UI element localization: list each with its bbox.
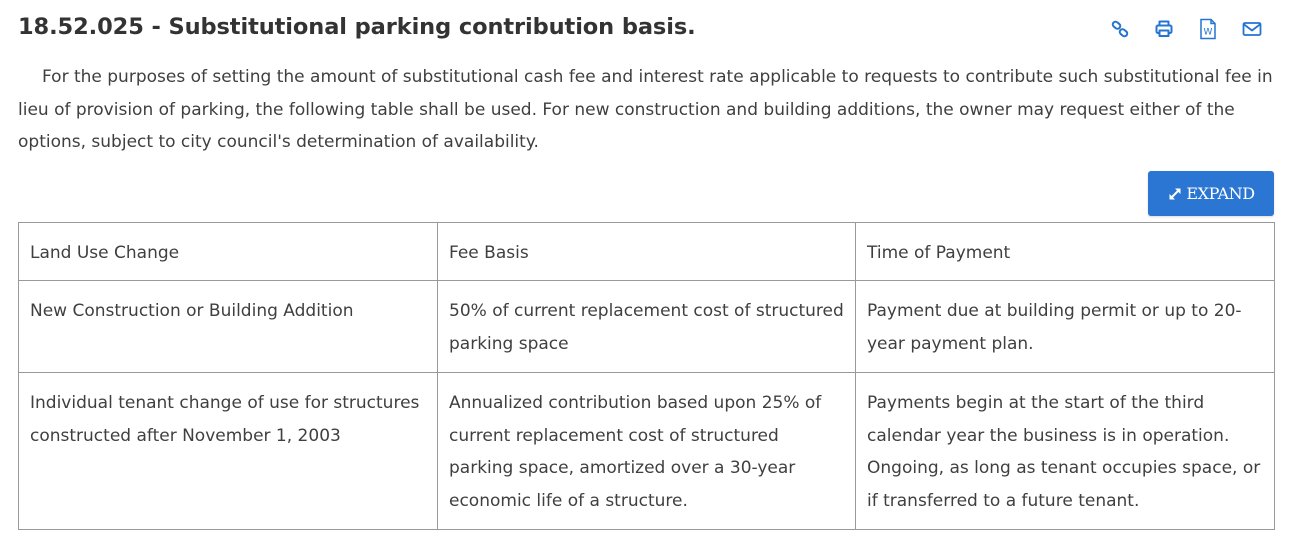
table-cell-land-use-change: New Construction or Building Addition bbox=[18, 280, 438, 373]
section-title: 18.52.025 - Substitutional parking contr… bbox=[18, 14, 696, 40]
expand-button[interactable]: EXPAND bbox=[1148, 171, 1274, 216]
expand-arrows-icon bbox=[1167, 186, 1183, 202]
section-header: 18.52.025 - Substitutional parking contr… bbox=[18, 0, 1274, 60]
word-download-icon[interactable]: W bbox=[1186, 18, 1230, 40]
table-cell-time-of-payment: Payments begin at the start of the third… bbox=[855, 372, 1275, 530]
section-intro-paragraph: For the purposes of setting the amount o… bbox=[18, 67, 1273, 152]
print-icon[interactable] bbox=[1142, 18, 1186, 40]
table-row: New Construction or Building Addition 50… bbox=[18, 280, 1275, 373]
table-cell-fee-basis: 50% of current replacement cost of struc… bbox=[437, 280, 856, 373]
section-toolbar: W bbox=[1098, 18, 1274, 40]
link-icon[interactable] bbox=[1098, 18, 1142, 40]
table-cell-time-of-payment: Payment due at building permit or up to … bbox=[855, 280, 1275, 373]
column-header-fee-basis: Fee Basis bbox=[437, 222, 856, 281]
column-header-land-use-change: Land Use Change bbox=[18, 222, 438, 281]
fee-basis-table: Land Use Change Fee Basis Time of Paymen… bbox=[18, 222, 1275, 530]
table-row: Individual tenant change of use for stru… bbox=[18, 372, 1275, 530]
word-icon-letter: W bbox=[1204, 28, 1213, 38]
email-icon[interactable] bbox=[1230, 18, 1274, 40]
expand-button-label: EXPAND bbox=[1186, 184, 1255, 203]
table-header-row: Land Use Change Fee Basis Time of Paymen… bbox=[18, 222, 1275, 281]
column-header-time-of-payment: Time of Payment bbox=[855, 222, 1275, 281]
section-content: 18.52.025 - Substitutional parking contr… bbox=[18, 0, 1275, 530]
table-cell-fee-basis: Annualized contribution based upon 25% o… bbox=[437, 372, 856, 530]
table-cell-land-use-change: Individual tenant change of use for stru… bbox=[18, 372, 438, 530]
